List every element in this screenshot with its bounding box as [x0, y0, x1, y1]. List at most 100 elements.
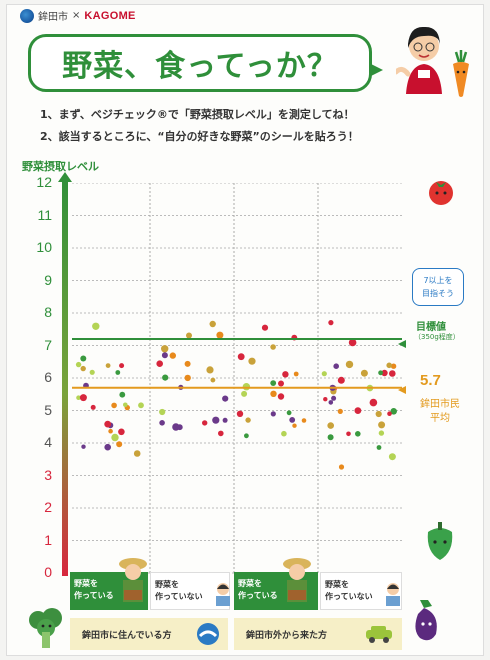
instruction-1: 1、まず、ベジチェック®で「野菜摂取レベル」を測定してね！ — [40, 108, 355, 121]
vegetable-sticker — [133, 450, 141, 457]
line-arrows — [398, 340, 406, 394]
average-label-line1: 鉾田市民 — [420, 399, 460, 410]
vegetable-sticker — [236, 410, 244, 417]
vegetable-sticker — [354, 407, 362, 414]
vegetable-sticker — [390, 363, 397, 369]
category-line1: 野菜を — [74, 579, 98, 588]
person-icon — [386, 583, 400, 606]
vegetable-sticker — [387, 411, 392, 416]
vegetable-sticker — [381, 369, 388, 377]
group-outside-label: 鉾田市外から来た方 — [246, 630, 328, 641]
vegetable-sticker — [161, 345, 169, 353]
vegetable-sticker — [75, 361, 82, 368]
vegetable-sticker — [111, 402, 117, 409]
vegetable-sticker — [270, 380, 277, 386]
vegetable-sticker — [327, 434, 334, 441]
vegetable-sticker — [270, 344, 276, 350]
vegetable-sticker — [338, 464, 345, 470]
vegetable-sticker — [104, 420, 112, 428]
vegetable-sticker — [270, 411, 276, 417]
vegetable-sticker — [119, 363, 125, 369]
vegetable-sticker — [184, 360, 191, 367]
vegetable-sticker — [337, 376, 345, 384]
vegetable-sticker — [111, 433, 119, 442]
y-tick-label: 5 — [44, 401, 52, 418]
vegetable-sticker — [378, 421, 386, 429]
category-line1: 野菜を — [325, 580, 349, 589]
vegetable-sticker — [156, 360, 163, 367]
vegetable-sticker — [386, 362, 393, 369]
vegetable-sticker — [118, 428, 125, 436]
vegetable-sticker — [161, 352, 168, 359]
vegetable-sticker — [80, 365, 86, 372]
vegetable-sticker — [378, 430, 385, 436]
vegetable-sticker — [159, 420, 165, 426]
city-logo-icon — [20, 8, 34, 23]
group-residents-label: 鉾田市に住んでいる方 — [82, 630, 172, 641]
farmer-icon — [119, 558, 147, 602]
vegetable-sticker — [282, 371, 289, 378]
vegetable-sticker — [375, 410, 382, 418]
category-line2: 作っていない — [325, 592, 373, 601]
vegetable-sticker — [378, 370, 383, 376]
vegetable-sticker — [286, 410, 292, 416]
vegetable-sticker — [241, 390, 248, 397]
vegetable-sticker — [105, 363, 111, 368]
vegetable-sticker — [186, 332, 192, 339]
vegetable-sticker — [328, 320, 334, 326]
y-tick-label: 6 — [44, 369, 52, 385]
goal-note-line1: 7以上を — [423, 276, 453, 285]
instructions: 1、まず、ベジチェック®で「野菜摂取レベル」を測定してね！ 2、該当するところに… — [40, 104, 359, 148]
vegetable-sticker — [337, 408, 343, 414]
y-tick-label: 1 — [44, 531, 52, 548]
vegetable-sticker — [169, 352, 176, 359]
vegetable-sticker — [376, 445, 382, 450]
y-tick-label: 8 — [44, 304, 52, 320]
vegetable-sticker — [119, 391, 126, 398]
y-tick-label: 7 — [44, 336, 52, 353]
vegetable-sticker — [281, 430, 287, 437]
average-label: 鉾田市民 平均 — [420, 398, 460, 426]
vegetable-sticker — [90, 404, 96, 410]
vegetable-sticker — [212, 416, 220, 424]
vegetable-sticker — [327, 422, 334, 429]
company-name: KAGOME — [84, 9, 136, 22]
goal-note: 7以上を 目指そう — [412, 268, 464, 306]
vegetable-sticker — [270, 390, 277, 397]
average-value: 5.7 — [420, 372, 441, 389]
vegetable-sticker — [345, 360, 354, 369]
vegetable-sticker — [222, 395, 229, 402]
category-line2: 作っている — [74, 591, 114, 600]
vegetable-sticker — [184, 374, 191, 382]
carrot-icon — [453, 50, 469, 97]
city-emblem-icon — [197, 623, 219, 645]
vegetable-sticker — [159, 408, 166, 416]
vegetable-sticker — [216, 331, 224, 339]
vegetable-sticker — [76, 395, 81, 400]
instruction-2: 2、該当するところに、“自分の好きな野菜”のシールを貼ろう！ — [40, 130, 359, 143]
poster-board — [6, 4, 484, 656]
goal-note-line2: 目指そう — [422, 289, 454, 298]
vegetable-sticker — [210, 377, 216, 383]
vegetable-sticker — [104, 443, 111, 451]
vegetable-sticker — [321, 371, 327, 377]
vegetable-sticker — [138, 402, 144, 409]
vegetable-sticker — [323, 397, 328, 402]
vegetable-sticker — [292, 423, 297, 428]
vegetable-sticker — [278, 380, 284, 387]
vegetable-sticker — [81, 444, 86, 449]
vegetable-sticker — [289, 417, 296, 423]
vegetable-sticker — [80, 355, 87, 362]
category-line1: 野菜を — [155, 580, 179, 589]
y-tick-label: 4 — [44, 434, 52, 450]
vegetable-sticker — [301, 418, 307, 423]
page-title: 野菜、食ってっか？ — [62, 49, 338, 84]
vegetable-sticker — [348, 338, 357, 347]
vegetable-sticker — [89, 369, 95, 375]
vegetable-sticker — [244, 433, 249, 439]
vegetable-sticker — [245, 417, 251, 423]
eggplant-icon — [415, 600, 437, 641]
vegetable-sticker — [293, 371, 299, 377]
y-tick-label: 2 — [44, 499, 52, 515]
vegetable-sticker — [209, 320, 216, 328]
